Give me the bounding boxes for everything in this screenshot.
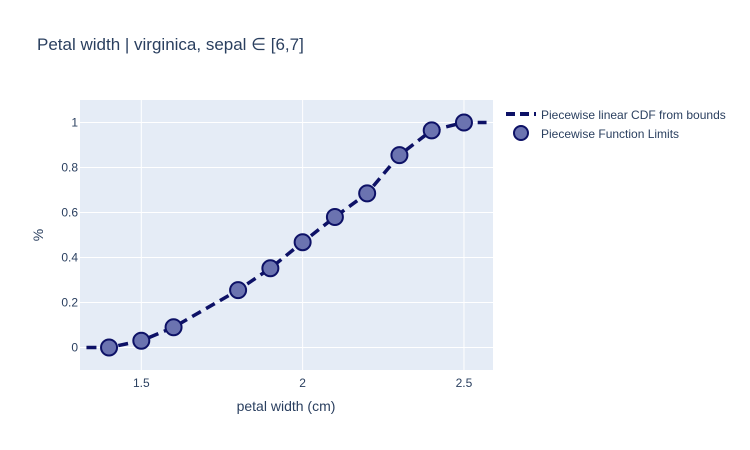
data-point-marker[interactable] bbox=[358, 184, 377, 203]
y-tick-label: 0 bbox=[71, 341, 78, 355]
legend-item-cdf-line[interactable]: Piecewise linear CDF from bounds bbox=[506, 108, 726, 122]
data-point-marker[interactable] bbox=[422, 121, 441, 140]
data-point-marker[interactable] bbox=[293, 233, 312, 252]
legend-item-function-limits[interactable]: Piecewise Function Limits bbox=[513, 125, 679, 141]
data-point-marker[interactable] bbox=[261, 259, 280, 278]
tick-labels: 1.5 2 2.5 0 0.2 0.4 0.6 0.8 1 bbox=[61, 116, 472, 391]
data-point-marker[interactable] bbox=[325, 208, 344, 226]
legend-label-function-limits: Piecewise Function Limits bbox=[541, 127, 679, 141]
x-axis-label: petal width (cm) bbox=[237, 398, 336, 414]
y-axis-label: % bbox=[30, 229, 46, 241]
y-tick-label: 0.4 bbox=[61, 251, 78, 265]
series-layer bbox=[86, 113, 487, 357]
y-tick-label: 0.8 bbox=[61, 161, 78, 175]
legend-marker-swatch bbox=[513, 125, 529, 141]
data-point-marker[interactable] bbox=[390, 146, 409, 165]
plot-area bbox=[80, 100, 493, 370]
data-point-marker[interactable] bbox=[164, 318, 183, 337]
legend[interactable]: Piecewise linear CDF from bounds Piecewi… bbox=[506, 108, 726, 141]
data-point-marker[interactable] bbox=[229, 281, 248, 300]
y-tick-label: 0.6 bbox=[61, 206, 78, 220]
chart-title: Petal width | virginica, sepal ∈ [6,7] bbox=[37, 35, 304, 54]
data-point-marker[interactable] bbox=[100, 338, 119, 357]
x-tick-label: 1.5 bbox=[133, 376, 150, 390]
y-tick-label: 0.2 bbox=[61, 296, 78, 310]
x-tick-label: 2.5 bbox=[456, 376, 473, 390]
x-tick-label: 2 bbox=[299, 376, 306, 390]
y-tick-label: 1 bbox=[71, 116, 78, 130]
legend-label-cdf-line: Piecewise linear CDF from bounds bbox=[541, 108, 726, 122]
data-point-marker[interactable] bbox=[454, 113, 473, 132]
data-point-marker[interactable] bbox=[132, 331, 151, 350]
